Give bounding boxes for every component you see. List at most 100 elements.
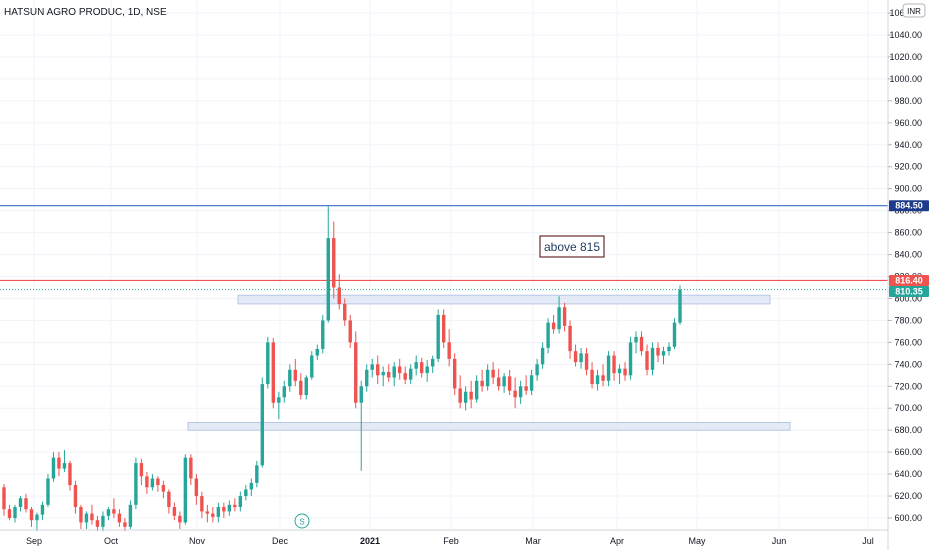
candle: [359, 380, 363, 471]
candle: [150, 474, 155, 491]
price-tick-label: 740.00: [894, 359, 922, 369]
candle-body: [573, 351, 578, 363]
candle: [623, 362, 627, 381]
candle-body: [639, 336, 644, 352]
candle-body: [57, 457, 61, 469]
candle-body: [29, 509, 34, 521]
candle: [277, 391, 281, 420]
candle-body: [463, 391, 468, 403]
candle: [106, 507, 111, 521]
candle-body: [7, 509, 12, 518]
time-tick-label: Apr: [610, 536, 624, 546]
time-axis[interactable]: Sep Oct Nov Dec 2021 Feb Mar Apr May Jun Jul: [0, 529, 888, 546]
candle: [288, 364, 292, 392]
time-tick-label: Sep: [26, 536, 42, 546]
candle: [189, 454, 193, 486]
price-tick-label: 980.00: [894, 96, 922, 106]
annotation-box[interactable]: above 815: [539, 235, 605, 258]
candle: [183, 454, 188, 525]
candle: [656, 342, 660, 363]
candle-body: [337, 287, 341, 304]
candle: [205, 504, 210, 523]
candle: [310, 351, 314, 380]
candle: [249, 478, 254, 497]
candle: [387, 364, 391, 382]
candle-body: [513, 390, 517, 398]
candle-body: [474, 380, 479, 400]
candle: [562, 302, 567, 332]
price-tick-label: 1040.00: [889, 30, 922, 40]
candle-body: [189, 457, 193, 479]
candle: [441, 309, 446, 348]
candle-body: [233, 504, 237, 508]
candle: [117, 509, 122, 527]
candle: [293, 358, 297, 387]
candle-body: [134, 463, 138, 505]
time-tick-label: 2021: [360, 536, 380, 546]
price-tick-label: 1000.00: [889, 74, 922, 84]
candle: [496, 368, 501, 391]
candle: [469, 380, 473, 409]
candle-body: [79, 507, 83, 523]
candle-body: [419, 362, 424, 374]
price-label: 816.40: [889, 274, 929, 286]
candle-body: [458, 388, 462, 403]
candle: [134, 457, 138, 510]
candle-body: [661, 351, 666, 356]
candle: [507, 369, 512, 396]
price-label-text: 816.40: [895, 275, 923, 285]
candle: [145, 471, 149, 494]
candle-body: [507, 376, 512, 391]
candle: [628, 336, 633, 380]
candle: [365, 364, 369, 392]
candle: [601, 364, 605, 387]
candle: [233, 498, 237, 512]
candle-body: [62, 463, 67, 469]
candle-body: [370, 364, 374, 370]
candle: [645, 344, 649, 376]
price-label: 884.50: [889, 200, 929, 212]
currency-badge[interactable]: INR: [902, 3, 926, 18]
price-label-text: 884.50: [895, 201, 923, 211]
candle: [430, 355, 435, 374]
price-zone[interactable]: [187, 422, 791, 431]
candle: [156, 476, 160, 492]
candle: [612, 351, 616, 381]
candle: [24, 493, 28, 513]
candle: [639, 331, 644, 356]
price-zone[interactable]: [237, 294, 771, 305]
candle-body: [551, 322, 556, 330]
candle-body: [667, 346, 671, 352]
event-marker[interactable]: S: [294, 513, 310, 529]
candle: [79, 504, 83, 529]
candle: [348, 314, 352, 348]
candles: [2, 206, 682, 532]
candle-body: [452, 358, 457, 389]
candle: [436, 309, 440, 363]
candle-body: [414, 362, 418, 369]
candle: [568, 320, 572, 359]
candle-body: [117, 513, 122, 523]
time-tick-label: Nov: [189, 536, 206, 546]
candle-body: [623, 368, 627, 376]
candle-body: [84, 513, 89, 523]
candle: [2, 483, 6, 516]
candle-body: [249, 482, 254, 490]
candle-body: [205, 511, 210, 514]
candle-body: [238, 496, 243, 508]
candle-body: [216, 507, 221, 517]
chart-grid: [0, 0, 888, 530]
candle: [414, 355, 418, 376]
candle: [139, 458, 144, 486]
candle: [447, 329, 451, 367]
candle-body: [398, 366, 402, 374]
candle: [425, 359, 429, 382]
candle: [474, 375, 479, 403]
support-resistance-zones: [187, 294, 791, 431]
price-tick-label: 660.00: [894, 447, 922, 457]
candle: [518, 380, 523, 404]
price-tick-label: 700.00: [894, 403, 922, 413]
candle-body: [387, 372, 391, 378]
candle-body: [403, 373, 407, 380]
